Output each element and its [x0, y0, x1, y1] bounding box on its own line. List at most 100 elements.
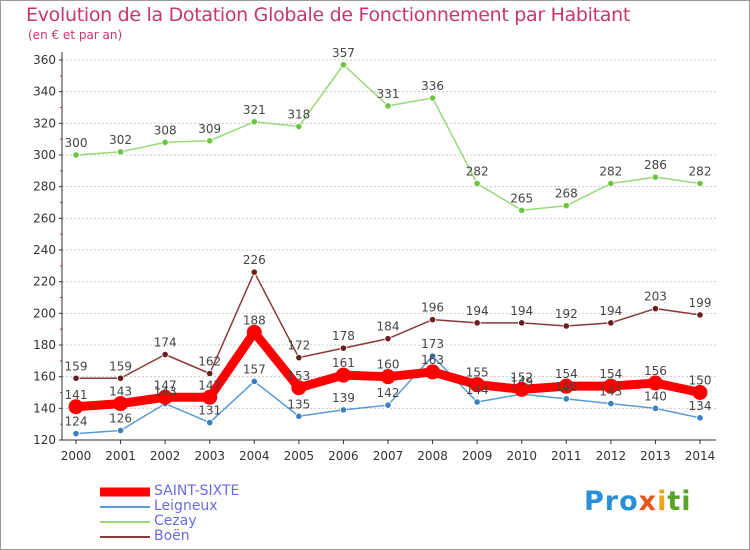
- data-point: [295, 354, 303, 362]
- data-label: 199: [689, 296, 712, 310]
- y-tick-label: 300: [33, 148, 56, 162]
- data-label: 174: [154, 336, 177, 350]
- data-label: 161: [332, 356, 355, 370]
- data-label: 143: [109, 385, 132, 399]
- y-tick-label: 120: [33, 433, 56, 447]
- legend-label: SAINT-SIXTE: [154, 483, 240, 499]
- data-label: 308: [154, 123, 177, 137]
- legend-item: Boën: [100, 528, 260, 544]
- data-label: 331: [377, 87, 400, 101]
- data-label: 155: [466, 366, 489, 380]
- data-label: 149: [510, 375, 533, 389]
- legend-label: Cezay: [154, 513, 197, 529]
- data-label: 196: [421, 301, 444, 315]
- data-point: [562, 322, 570, 330]
- data-point: [339, 61, 348, 69]
- data-point: [68, 399, 84, 415]
- data-point: [469, 377, 485, 393]
- data-label: 172: [287, 339, 310, 353]
- x-tick-label: 2012: [596, 449, 627, 463]
- data-point: [202, 389, 218, 405]
- data-point: [113, 396, 129, 412]
- x-tick-label: 2011: [551, 449, 582, 463]
- data-label: 146: [555, 380, 578, 394]
- data-point: [428, 94, 437, 102]
- data-point: [291, 380, 307, 396]
- data-point: [250, 118, 258, 126]
- x-tick-label: 2009: [462, 449, 493, 463]
- x-tick-label: 2008: [417, 449, 448, 463]
- data-point: [384, 335, 392, 343]
- data-label: 300: [65, 136, 88, 150]
- data-label: 143: [599, 385, 622, 399]
- data-point: [696, 179, 704, 188]
- x-tick-label: 2006: [328, 449, 359, 463]
- data-point: [647, 375, 663, 391]
- y-tick-label: 240: [33, 243, 56, 257]
- data-label: 147: [198, 378, 221, 392]
- data-point: [607, 179, 615, 188]
- data-point: [473, 319, 481, 327]
- data-point: [562, 202, 570, 210]
- data-label: 192: [555, 307, 578, 321]
- data-label: 309: [198, 122, 221, 136]
- data-point: [380, 369, 396, 385]
- legend-swatch: [100, 535, 150, 538]
- data-point: [161, 138, 169, 146]
- x-tick-label: 2002: [150, 449, 181, 463]
- data-point: [335, 367, 351, 383]
- data-point: [558, 378, 574, 394]
- data-point: [116, 426, 125, 435]
- data-label: 160: [377, 358, 400, 372]
- data-label: 184: [377, 320, 400, 334]
- data-label: 268: [555, 187, 578, 201]
- legend-swatch: [100, 520, 150, 523]
- chart-subtitle: (en € et par an): [28, 28, 123, 42]
- data-point: [428, 352, 437, 360]
- data-point: [473, 398, 481, 406]
- data-point: [562, 395, 570, 403]
- data-point: [384, 102, 392, 110]
- data-label: 162: [198, 355, 221, 369]
- y-tick-label: 280: [33, 180, 56, 194]
- data-label: 226: [243, 253, 266, 267]
- data-point: [518, 206, 526, 215]
- data-point: [425, 364, 441, 380]
- y-tick-label: 260: [33, 211, 56, 225]
- data-point: [473, 179, 481, 188]
- data-point: [206, 369, 214, 378]
- data-point: [514, 381, 530, 397]
- data-label: 265: [510, 191, 533, 205]
- data-point: [295, 412, 303, 420]
- data-point: [206, 418, 214, 427]
- data-point: [116, 148, 125, 156]
- x-tick-label: 2001: [105, 449, 136, 463]
- y-tick-label: 140: [33, 401, 56, 415]
- x-tick-label: 2007: [373, 449, 404, 463]
- data-point: [339, 406, 348, 414]
- data-label: 282: [466, 165, 489, 179]
- data-label: 286: [644, 158, 667, 172]
- x-tick-label: 2010: [506, 449, 537, 463]
- data-point: [696, 311, 704, 319]
- data-point: [250, 268, 258, 276]
- legend-swatch: [100, 487, 150, 496]
- legend-item: SAINT-SIXTE: [100, 483, 260, 499]
- data-label: 140: [644, 389, 667, 403]
- data-label: 318: [287, 108, 310, 122]
- data-point: [651, 404, 660, 412]
- data-point: [692, 385, 708, 400]
- data-point: [116, 374, 125, 382]
- data-point: [295, 122, 303, 131]
- data-point: [384, 401, 392, 409]
- data-point: [339, 344, 348, 352]
- data-label: 159: [65, 359, 88, 373]
- data-point: [607, 319, 615, 327]
- data-label: 141: [65, 388, 88, 402]
- legend-label: Leigneux: [154, 498, 218, 514]
- data-point: [250, 377, 258, 386]
- x-tick-label: 2003: [194, 449, 225, 463]
- data-label: 178: [332, 329, 355, 343]
- data-label: 154: [555, 367, 578, 381]
